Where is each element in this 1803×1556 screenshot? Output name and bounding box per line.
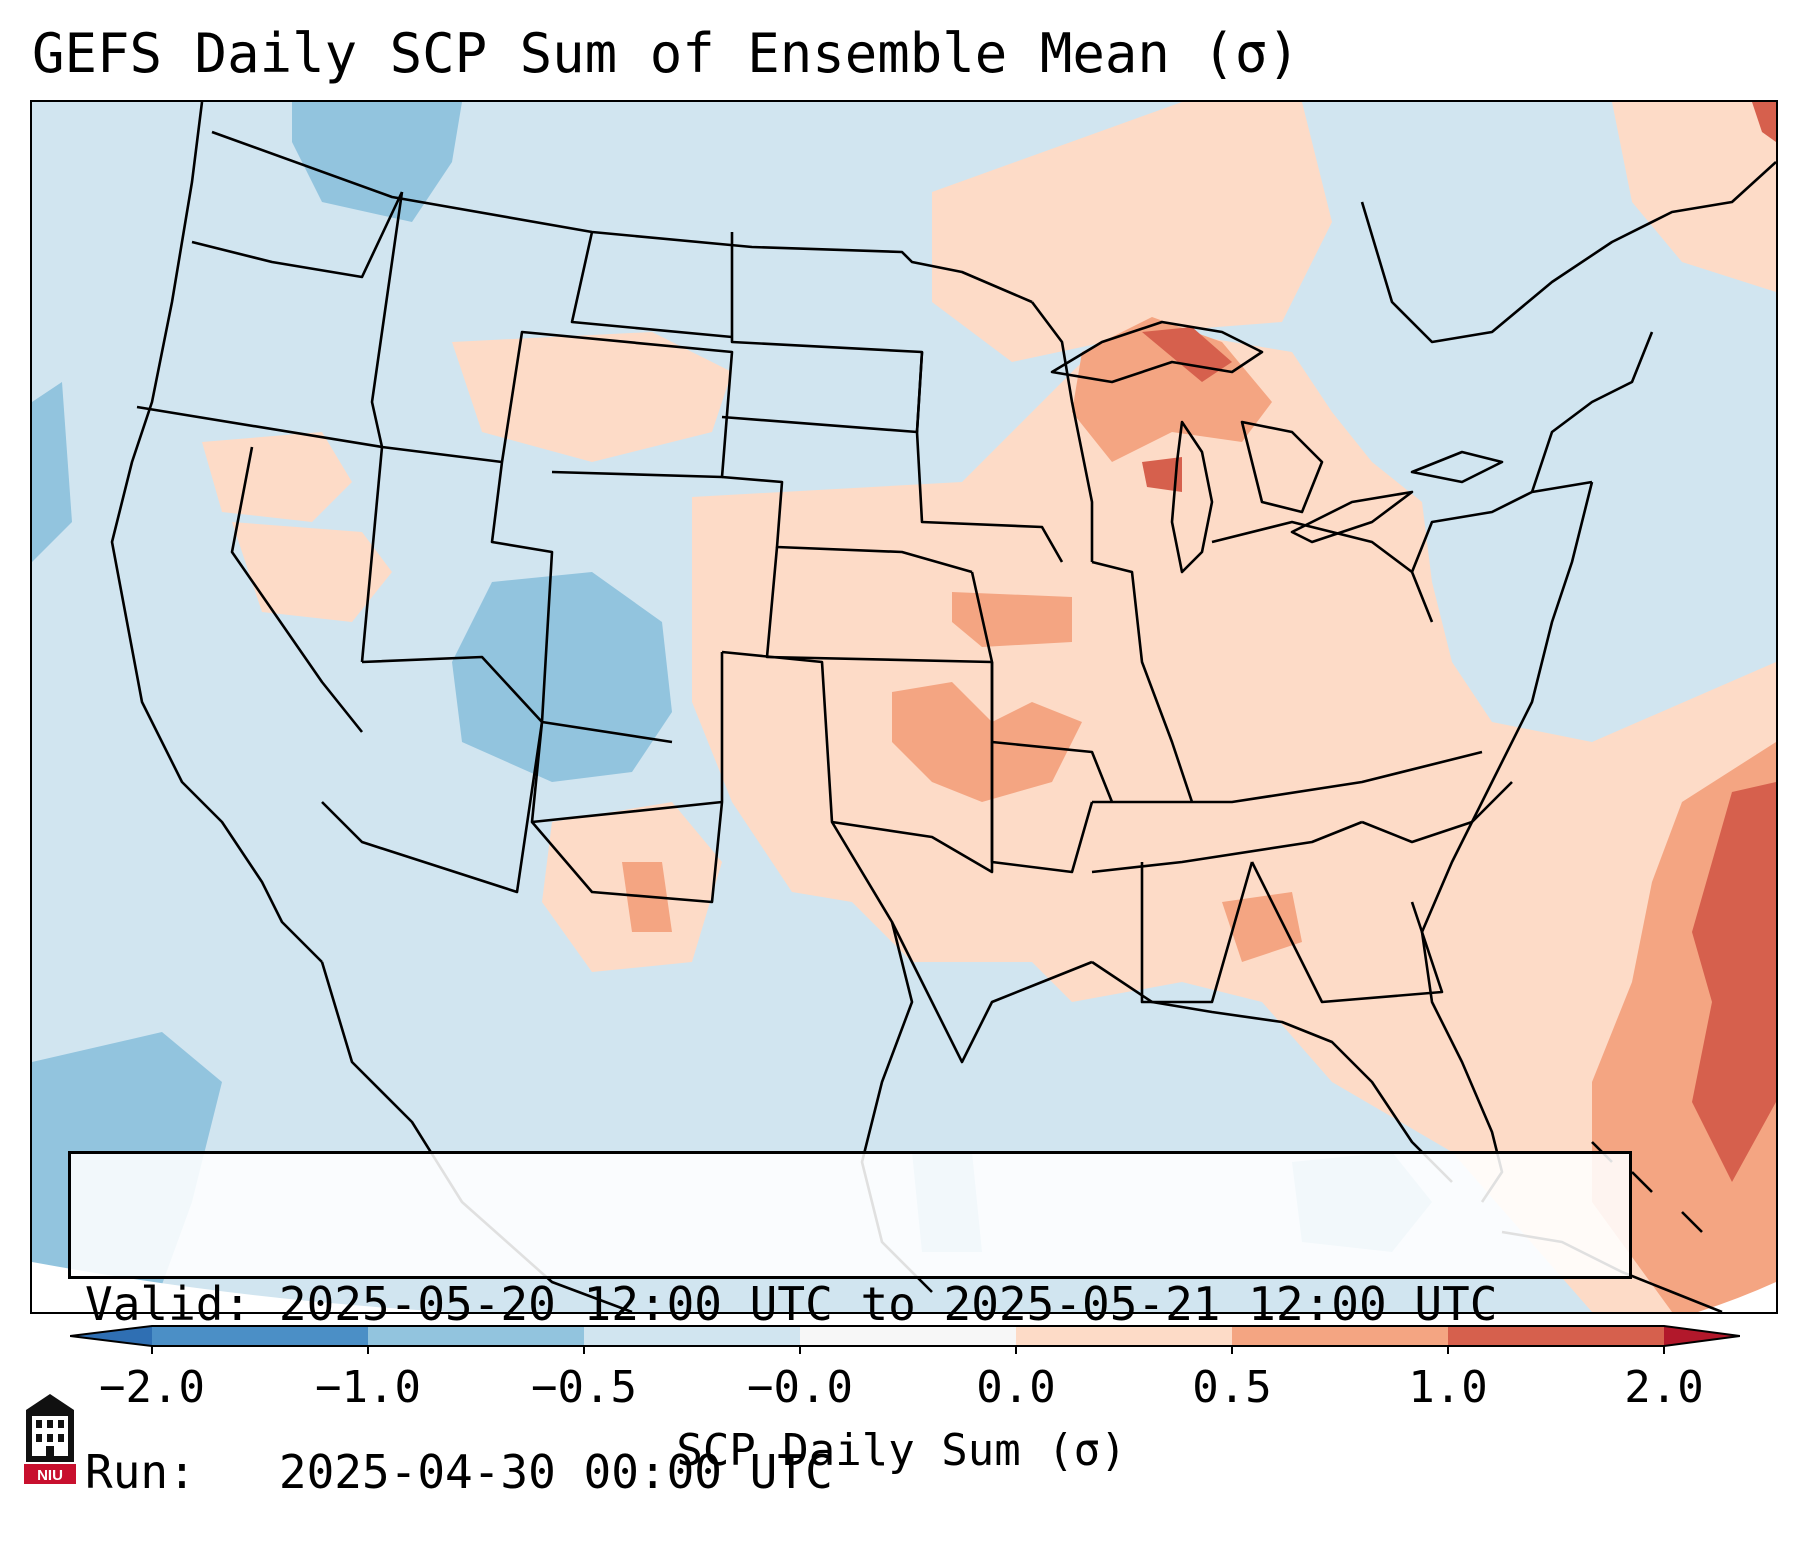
border-or-ca	[136, 405, 383, 449]
logo-text: NIU	[37, 1467, 63, 1484]
gulf-coastline	[1091, 960, 1453, 1183]
border-ca-nv	[230, 446, 364, 733]
anomaly-area-north-canada	[932, 102, 1332, 362]
anomaly-core-kansas-missouri	[892, 682, 1082, 802]
border-northeast	[1410, 480, 1593, 573]
anomaly-area-west-patch-1	[202, 432, 352, 522]
run-row: Run: 2025-04-30 00:00 UTC	[85, 1444, 1615, 1500]
colorbar-bin-1	[152, 1326, 368, 1346]
projection-edge	[32, 1262, 452, 1312]
anomaly-area-central-east	[692, 332, 1776, 1312]
lake-erie	[1290, 490, 1414, 544]
anomaly-area-montana	[452, 332, 732, 462]
east-coastline	[1420, 481, 1594, 1203]
positive-anomaly-areas	[202, 102, 1776, 1312]
border-wi	[1030, 301, 1094, 562]
anomaly-low-colorado	[452, 572, 672, 782]
colorbar-bin-6	[1232, 1326, 1448, 1346]
border-ut-co	[490, 461, 673, 744]
valid-run-info-box: Valid: 2025-05-20 12:00 UTC to 2025-05-2…	[68, 1151, 1632, 1499]
border-wa-or	[191, 191, 404, 279]
border-ga	[1250, 861, 1444, 1004]
colorbar-ticks	[151, 1346, 1665, 1354]
colorbar-tick-label: 2.0	[1624, 1362, 1704, 1413]
west-coastline	[110, 102, 323, 963]
valid-row: Valid: 2025-05-20 12:00 UTC to 2025-05-2…	[85, 1276, 1615, 1332]
anomaly-low-west-edge	[32, 382, 72, 562]
colorbar	[70, 1325, 1740, 1354]
border-new-england	[1530, 331, 1654, 493]
run-value: 2025-04-30 00:00 UTC	[278, 1445, 833, 1499]
colorbar-tick-label: −0.5	[531, 1362, 637, 1413]
niu-logo: NIU	[24, 1394, 76, 1484]
border-ky-tn	[1092, 750, 1483, 804]
colorbar-low-extend	[70, 1326, 152, 1346]
colorbar-bin-4	[800, 1326, 1016, 1346]
border-az	[321, 655, 544, 894]
anomaly-area-northeast-corner	[1612, 102, 1776, 292]
canada-border	[211, 130, 1033, 304]
colorbar-tick-label: −1.0	[315, 1362, 421, 1413]
anomaly-peak-michigan	[1142, 457, 1182, 492]
projection-edge-right	[1698, 1282, 1776, 1312]
valid-label: Valid:	[85, 1277, 252, 1331]
anomaly-low-pnw	[292, 102, 462, 222]
border-mo-ar	[990, 742, 1094, 874]
valid-value: 2025-05-20 12:00 UTC to 2025-05-21 12:00…	[278, 1277, 1498, 1331]
colorbar-bin-2	[368, 1326, 584, 1346]
colorbar-tick-label: −2.0	[99, 1362, 205, 1413]
border-wy	[500, 330, 734, 479]
border-oh-pa	[1211, 520, 1434, 623]
anomaly-peak-atlantic	[1692, 782, 1776, 1182]
border-ms-al	[1140, 861, 1254, 1004]
border-nm-tx	[531, 652, 724, 904]
border-tn-south	[1091, 820, 1363, 874]
colorbar-bin-5	[1016, 1326, 1232, 1346]
canada-east-shore	[1360, 161, 1776, 344]
map-svg	[32, 102, 1776, 1312]
colorbar-tick-label: 0.0	[976, 1362, 1056, 1413]
colorbar-tick-label: −0.0	[747, 1362, 853, 1413]
colorbar-bin-3	[584, 1326, 800, 1346]
anomaly-core-alabama	[1222, 892, 1302, 962]
border-mt-nd	[570, 231, 733, 339]
border-il-in	[1091, 560, 1194, 803]
map-panel	[30, 100, 1778, 1314]
colorbar-label: SCP Daily Sum (σ)	[676, 1425, 1127, 1476]
lake-huron	[1240, 420, 1324, 514]
border-id-mt	[370, 191, 503, 464]
run-label: Run:	[85, 1445, 196, 1499]
lake-michigan	[1170, 420, 1214, 574]
colorbar-bin-7	[1448, 1326, 1664, 1346]
anomaly-peak-northeast	[1752, 102, 1776, 142]
colorbar-tick-label: 0.5	[1192, 1362, 1272, 1413]
colorbar-high-extend	[1664, 1326, 1740, 1346]
colorbar-tick-label: 1.0	[1408, 1362, 1488, 1413]
chart-title: GEFS Daily SCP Sum of Ensemble Mean (σ)	[32, 22, 1300, 85]
lake-ontario	[1410, 450, 1504, 484]
border-mn-ia	[915, 351, 1064, 563]
anomaly-area-west-patch-2	[232, 522, 392, 622]
border-nv-ut	[360, 446, 384, 663]
border-carolinas	[1361, 781, 1513, 844]
lake-superior	[1050, 320, 1264, 384]
anomaly-core-iowa	[952, 592, 1072, 647]
